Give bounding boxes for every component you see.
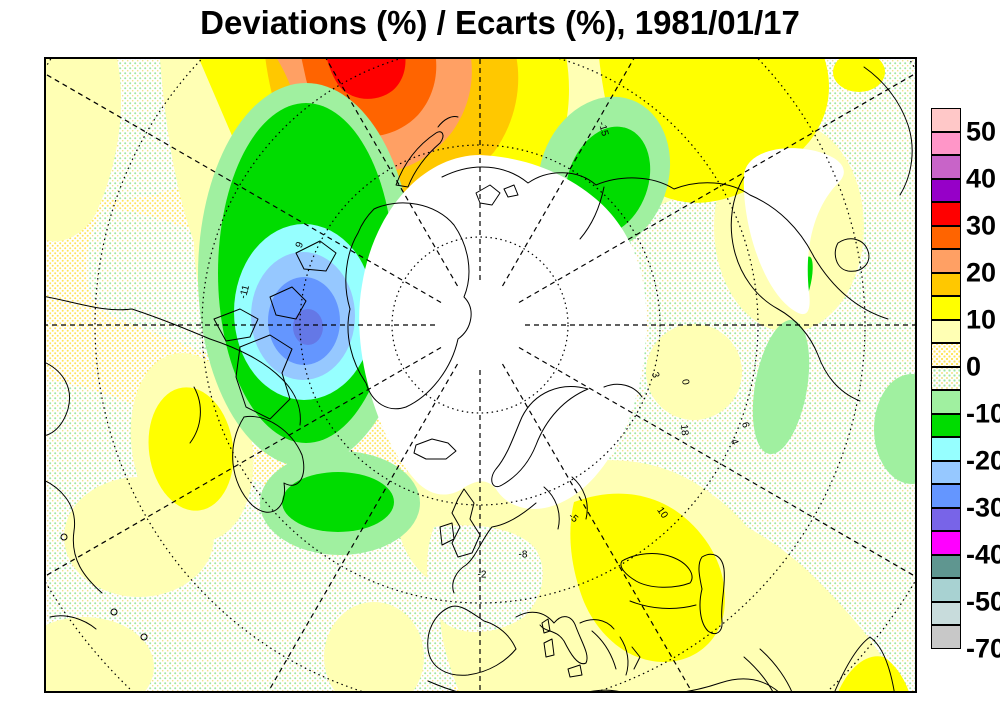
colorbar-cell [931, 484, 961, 508]
colorbar-cell [931, 437, 961, 461]
colorbar-tick-label: -50 [966, 586, 1000, 616]
map-frame [44, 57, 917, 693]
colorbar-cell [931, 601, 961, 625]
colorbar-tick-label: -30 [966, 492, 1000, 522]
colorbar-cell [931, 343, 961, 367]
colorbar-tick-label: 10 [966, 304, 997, 334]
page-title: Deviations (%) / Ecarts (%), 1981/01/17 [200, 4, 800, 41]
colorbar-cell [931, 578, 961, 602]
colorbar-labels: 50 40 30 20 10 0 -10 -20 -30 -40 -50 -70 [966, 108, 1000, 668]
colorbar-cell [931, 319, 961, 343]
colorbar-cell [931, 507, 961, 531]
colorbar-cell [931, 155, 961, 179]
colorbar-cell [931, 272, 961, 296]
meridian-lines [44, 57, 917, 693]
colorbar-cell [931, 178, 961, 202]
polar-map [44, 57, 917, 693]
colorbar-cell [931, 554, 961, 578]
colorbar-cell [931, 460, 961, 484]
colorbar-cell [931, 249, 961, 273]
colorbar [931, 108, 961, 649]
colorbar-cell [931, 225, 961, 249]
coastlines [44, 66, 913, 693]
colorbar-tick-label: 50 [966, 116, 997, 146]
colorbar-cell [931, 202, 961, 226]
colorbar-tick-label: 20 [966, 257, 997, 287]
colorbar-tick-label: -40 [966, 539, 1000, 569]
colorbar-cell [931, 296, 961, 320]
negative-anomaly-regions [198, 83, 917, 555]
colorbar-tick-label: 40 [966, 163, 997, 193]
colorbar-cell [931, 366, 961, 390]
colorbar-cell [931, 413, 961, 437]
colorbar-cell [931, 108, 961, 132]
colorbar-tick-label: 0 [966, 351, 982, 381]
colorbar-tick-label: 30 [966, 210, 997, 240]
no-data-white-regions [359, 148, 844, 509]
colorbar-cell [931, 131, 961, 155]
red-core-region [326, 57, 406, 99]
colorbar-tick-label: -70 [966, 633, 1000, 663]
colorbar-tick-label: -20 [966, 445, 1000, 475]
colorbar-tick-label: -10 [966, 398, 1000, 428]
graticule [44, 57, 917, 693]
map-panel [44, 57, 917, 693]
colorbar-cell [931, 625, 961, 649]
colorbar-cell [931, 531, 961, 555]
colorbar-cell [931, 390, 961, 414]
